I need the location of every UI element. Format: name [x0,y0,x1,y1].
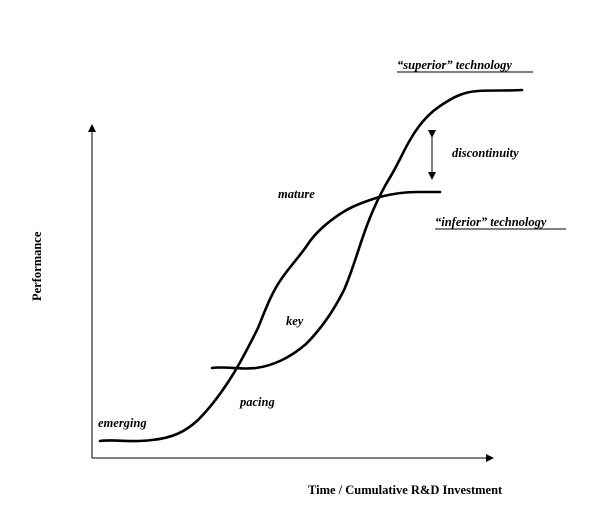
superior-technology-label: “superior” technology [397,58,512,72]
superior-technology-curve [210,88,524,370]
key-stage-label: key [286,314,304,328]
inferior-technology-label: “inferior” technology [435,215,547,229]
y-axis-label: Performance [30,231,44,301]
emerging-stage-label: emerging [98,416,147,430]
discontinuity-label: discontinuity [452,146,519,160]
pacing-stage-label: pacing [239,395,275,409]
mature-stage-label: mature [278,187,315,201]
inferior-technology-curve [98,190,442,443]
x-axis-label: Time / Cumulative R&D Investment [308,483,503,497]
